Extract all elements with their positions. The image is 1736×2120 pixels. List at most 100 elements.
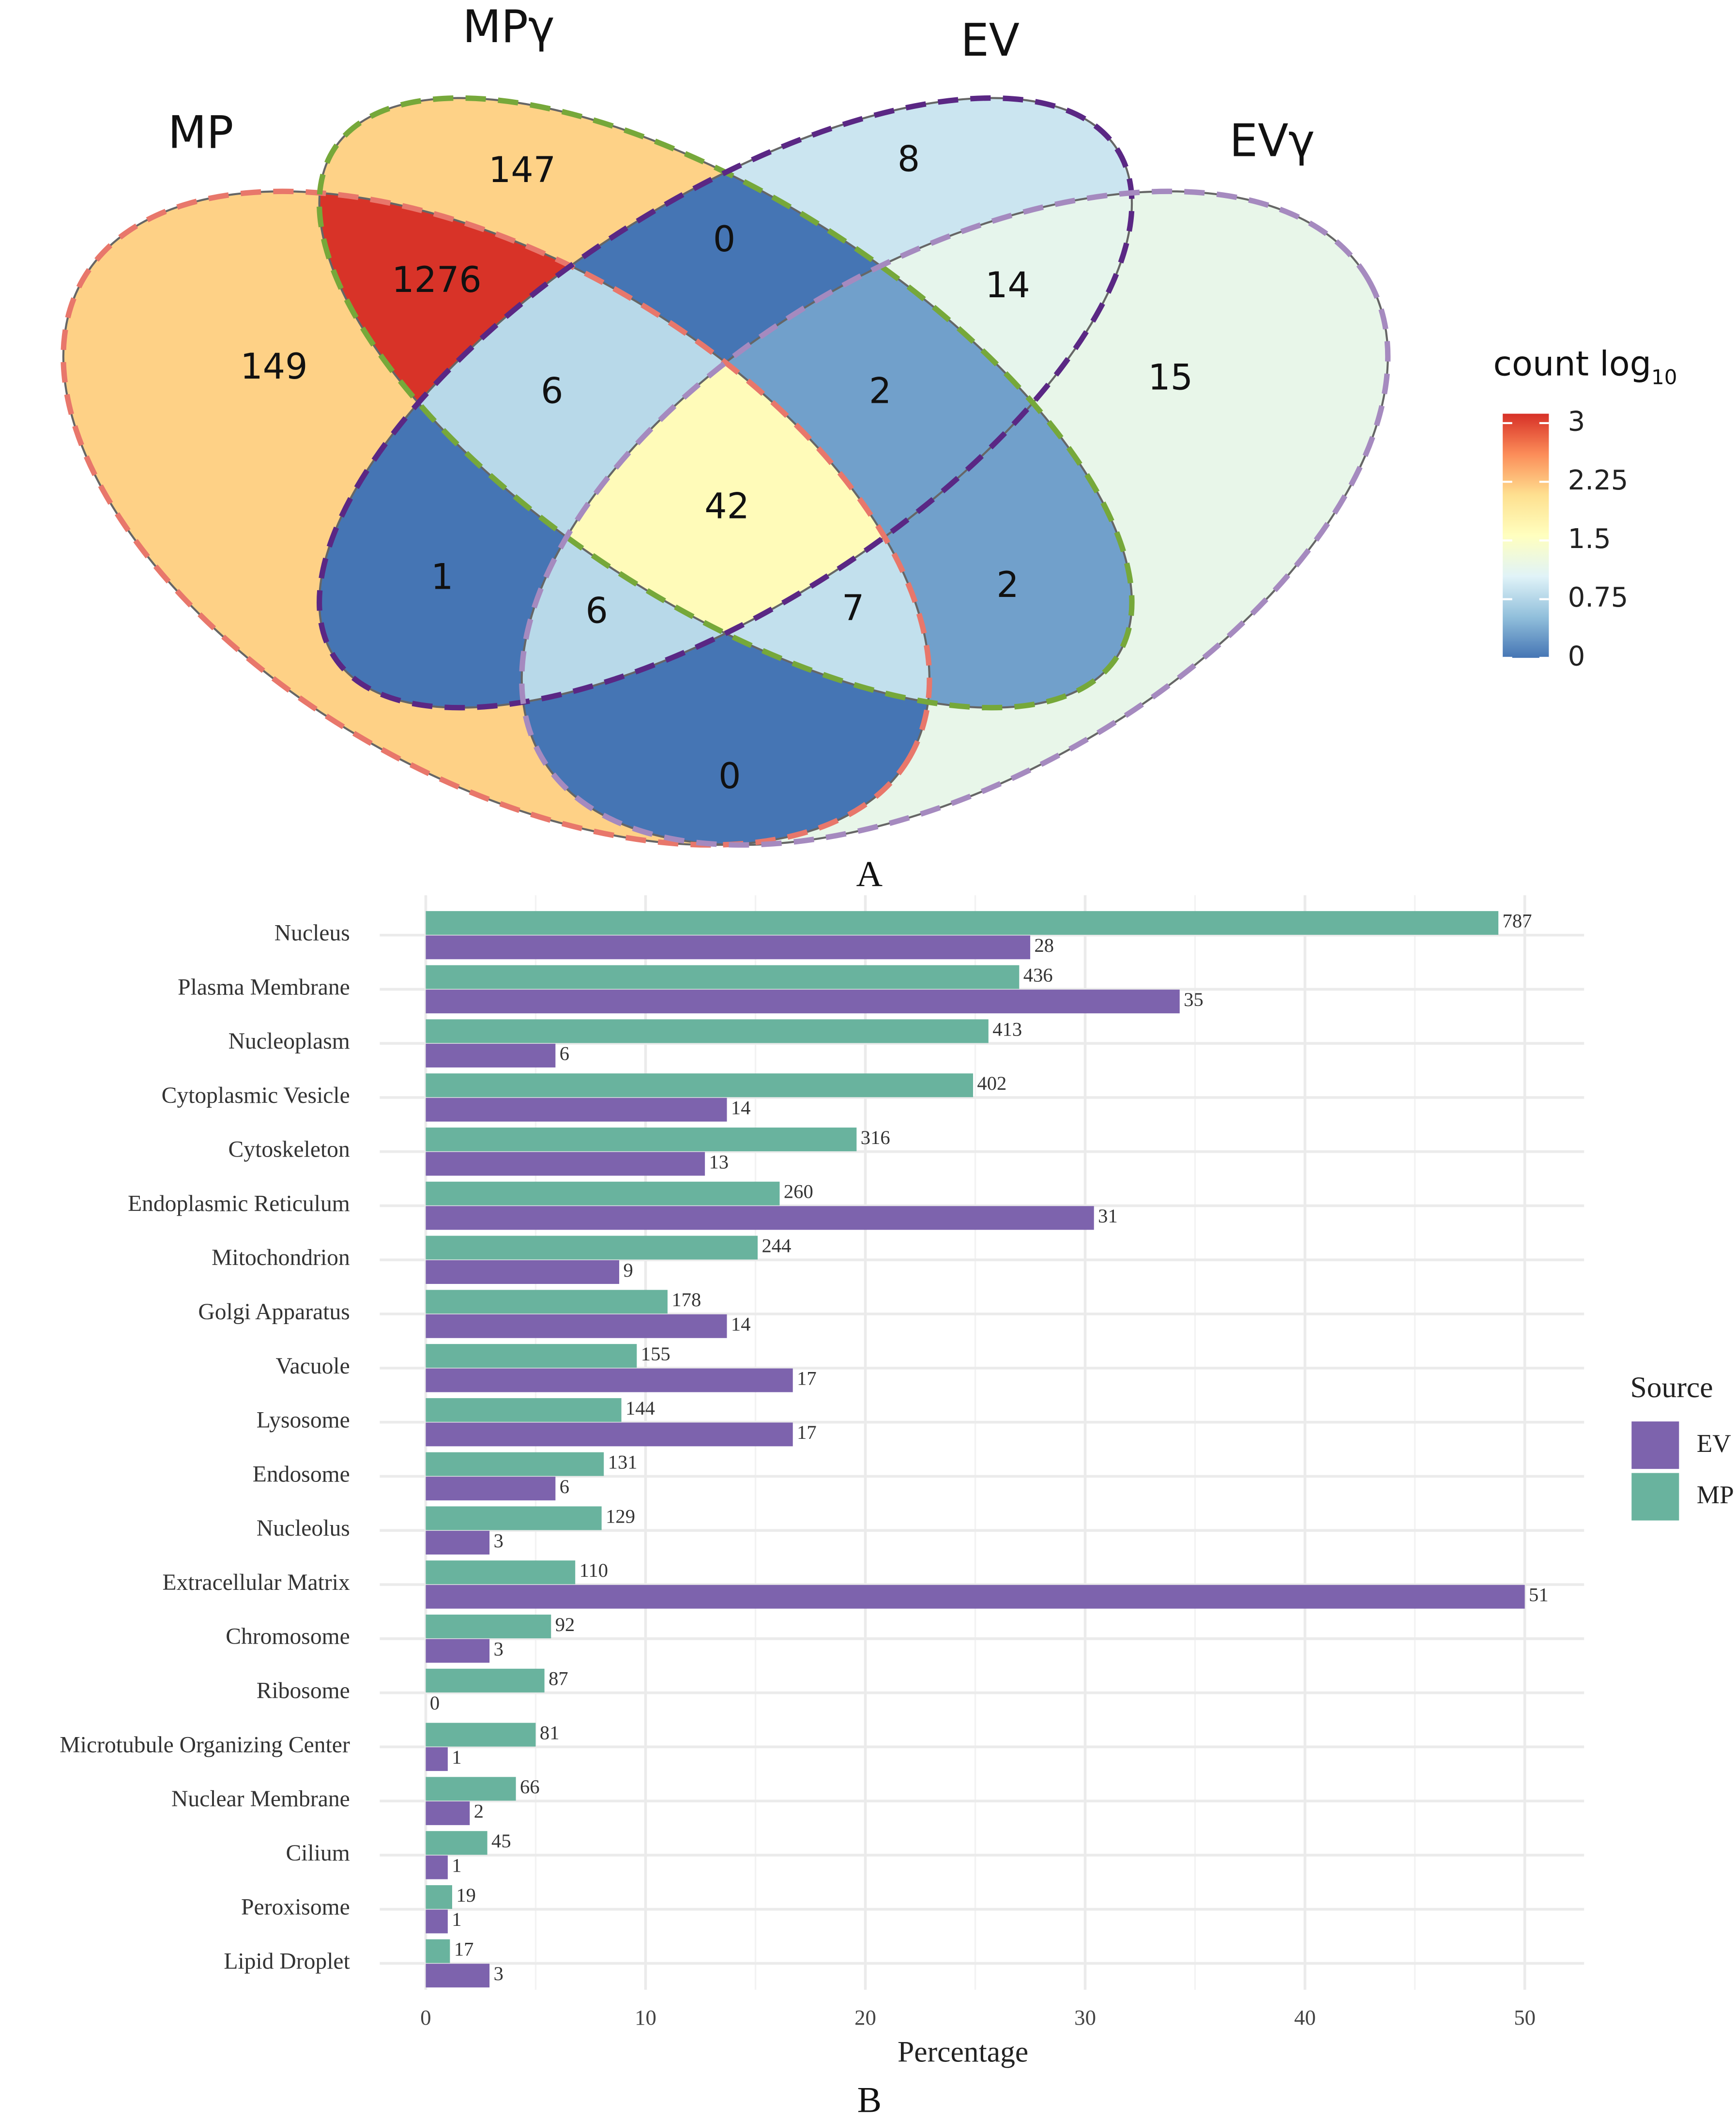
legend-label: EV	[1697, 1429, 1731, 1458]
count-label: 787	[1503, 910, 1532, 932]
region-count: 6	[586, 590, 608, 631]
bar	[426, 1885, 452, 1909]
count-label: 87	[548, 1668, 568, 1690]
bar	[426, 1668, 545, 1693]
count-label: 2	[474, 1800, 484, 1822]
x-tick-label: 30	[1074, 2005, 1096, 2029]
y-tick-label: Nucleoplasm	[228, 1029, 350, 1054]
count-label: 129	[606, 1505, 635, 1527]
x-tick-label: 40	[1294, 2005, 1316, 2029]
region-count: 0	[718, 756, 741, 797]
count-label: 3	[494, 1963, 503, 1984]
count-label: 31	[1098, 1205, 1118, 1227]
bar	[426, 1344, 637, 1368]
y-tick-label: Microtubule Organizing Center	[60, 1732, 350, 1757]
bar	[426, 1530, 490, 1555]
region-count: 42	[704, 486, 749, 527]
region-count: 8	[898, 138, 920, 180]
bar	[426, 1964, 490, 1988]
count-label: 17	[454, 1938, 474, 1960]
bar	[426, 1506, 602, 1530]
x-tick-label: 10	[635, 2005, 656, 2029]
region-count: 1	[431, 556, 453, 597]
bar	[426, 1073, 974, 1098]
bar	[426, 1801, 470, 1825]
bar	[426, 1422, 793, 1447]
legend-title: count log10	[1493, 344, 1677, 389]
count-label: 28	[1034, 934, 1054, 956]
count-label: 35	[1184, 989, 1203, 1010]
y-tick-label: Ribosome	[257, 1678, 350, 1703]
bar	[426, 935, 1031, 960]
count-label: 51	[1529, 1584, 1549, 1606]
bar	[426, 1477, 556, 1501]
count-label: 260	[784, 1181, 813, 1203]
panel-label: A	[856, 854, 883, 894]
count-label: 244	[761, 1235, 791, 1256]
bar	[426, 1368, 793, 1392]
count-label: 92	[555, 1614, 575, 1635]
bar	[426, 1043, 556, 1068]
y-tick-label: Golgi Apparatus	[198, 1299, 350, 1325]
colorbar-label: 1.5	[1568, 523, 1611, 555]
region-count: 2	[869, 371, 891, 412]
bar	[426, 1747, 448, 1771]
count-label: 3	[494, 1530, 503, 1552]
x-tick-label: 50	[1514, 2005, 1536, 2029]
bar	[426, 1019, 989, 1043]
legend-swatch	[1631, 1421, 1679, 1469]
bar	[426, 1290, 668, 1314]
count-label: 3	[494, 1638, 503, 1660]
bar	[426, 1615, 551, 1639]
legend-swatch	[1631, 1473, 1679, 1521]
bar	[426, 1398, 622, 1422]
legend-title-main: count log	[1493, 344, 1652, 384]
y-tick-label: Plasma Membrane	[178, 975, 350, 1000]
y-tick-label: Endoplasmic Reticulum	[128, 1191, 350, 1216]
count-label: 14	[731, 1097, 751, 1119]
y-tick-label: Nucleolus	[257, 1516, 350, 1541]
count-label: 0	[430, 1692, 440, 1714]
x-tick-label: 20	[854, 2005, 876, 2029]
y-tick-label: Lysosome	[257, 1408, 350, 1433]
count-label: 14	[731, 1313, 751, 1335]
bar	[426, 1723, 536, 1747]
bar	[426, 990, 1180, 1014]
panel-label: B	[857, 2080, 882, 2120]
region-count: 2	[996, 564, 1019, 606]
region-count: 147	[488, 150, 556, 191]
legend-title-sub: 10	[1651, 365, 1677, 389]
bar	[426, 1181, 780, 1205]
bar	[426, 1098, 727, 1122]
region-count: 6	[541, 371, 563, 412]
bar	[426, 1260, 620, 1284]
y-tick-label: Cilium	[286, 1841, 350, 1866]
count-label: 110	[579, 1559, 608, 1581]
region-count: 0	[713, 219, 735, 260]
bar	[426, 1855, 448, 1879]
count-label: 45	[491, 1830, 511, 1852]
set-ellipse	[317, 95, 1135, 711]
y-tick-label: Cytoskeleton	[228, 1137, 350, 1162]
region-count: 149	[240, 346, 307, 387]
count-label: 436	[1023, 964, 1053, 986]
bar	[426, 1235, 758, 1260]
region-count: 15	[1148, 357, 1193, 398]
region-count: 7	[842, 588, 864, 629]
region-count: 14	[985, 265, 1030, 306]
bar	[426, 1128, 857, 1152]
x-tick-label: 0	[420, 2005, 431, 2029]
y-tick-label: Extracellular Matrix	[162, 1570, 350, 1595]
venn-diagram: 149 147 8 15 1276 0 14 6 2 42 1 2 6 7 0 MP MPγ EV EVγ count…	[0, 0, 1677, 894]
count-label: 131	[608, 1451, 638, 1473]
count-label: 1	[452, 1746, 461, 1768]
count-label: 19	[456, 1884, 476, 1906]
count-label: 316	[861, 1127, 890, 1148]
bar	[426, 1639, 490, 1663]
set-label: EV	[960, 14, 1020, 66]
colorbar-label: 2.25	[1568, 465, 1629, 496]
colorbar-label: 0.75	[1568, 582, 1629, 613]
bar	[426, 911, 1499, 935]
y-tick-label: Chromosome	[226, 1624, 350, 1649]
